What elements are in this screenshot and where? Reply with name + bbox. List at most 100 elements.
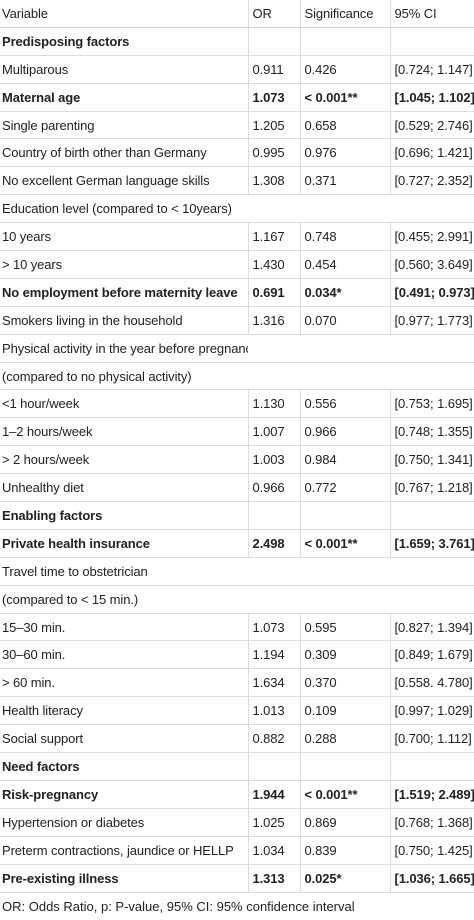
or-cell: 1.308: [247, 166, 300, 196]
variable-cell: 10 years: [0, 222, 248, 252]
ci-cell: [0.750; 1.341]: [389, 445, 474, 475]
significance-cell: 0.869: [299, 808, 390, 837]
or-cell: 0.911: [247, 55, 300, 84]
or-cell: [248, 362, 300, 391]
ci-cell: [0.558. 4.780]: [389, 668, 474, 698]
ci-cell: [390, 557, 474, 586]
ci-cell: [0.748; 1.355]: [389, 417, 474, 447]
table-footnote: OR: Odds Ratio, p: P-value, 95% CI: 95% …: [2, 898, 355, 914]
section-header-row: Enabling factors: [0, 501, 474, 530]
ci-cell: [0.767; 1.218]: [389, 473, 474, 503]
variable-cell: No employment before maternity leave: [0, 278, 248, 307]
ci-cell: [0.529; 2.746]: [389, 111, 474, 140]
table-row: Private health insurance 2.498 < 0.001** [1…: [0, 529, 474, 558]
table-row: Health literacy 1.013 0.109 [0.997; 1.029]: [0, 696, 474, 726]
variable-cell: 30–60 min.: [0, 640, 248, 670]
ci-cell: [390, 362, 474, 391]
significance-cell: 0.371: [299, 166, 390, 196]
table-row: Single parenting 1.205 0.658 [0.529; 2.746]: [0, 111, 474, 140]
or-cell: [248, 334, 300, 363]
significance-cell: 0.309: [299, 640, 390, 670]
header-variable: Variable: [0, 0, 248, 28]
table-row: 30–60 min. 1.194 0.309 [0.849; 1.679]: [0, 640, 474, 670]
variable-cell: Preterm contractions, jaundice or HELLP: [0, 836, 248, 865]
variable-cell: > 60 min.: [0, 668, 248, 698]
table-row: Unhealthy diet 0.966 0.772 [0.767; 1.218]: [0, 473, 474, 503]
ci-cell: [0.827; 1.394]: [389, 613, 474, 642]
variable-cell: Need factors: [0, 752, 248, 781]
subheading-row: Travel time to obstetrician: [0, 557, 474, 586]
or-cell: 1.167: [247, 222, 300, 252]
significance-cell: 0.772: [299, 473, 390, 503]
subheading-row: Physical activity in the year before pre…: [0, 334, 474, 363]
table-row: Maternal age 1.073 < 0.001** [1.045; 1.102]: [0, 83, 474, 112]
or-cell: 1.034: [247, 836, 300, 865]
table-row: 10 years 1.167 0.748 [0.455; 2.991]: [0, 222, 474, 252]
significance-cell: [300, 194, 390, 224]
ci-cell: [1.045; 1.102]: [389, 83, 474, 112]
or-cell: 1.073: [247, 83, 300, 112]
significance-cell: 0.070: [299, 306, 390, 335]
variable-cell: Health literacy: [0, 696, 248, 726]
ci-cell: [0.977; 1.773]: [389, 306, 474, 335]
variable-cell: Physical activity in the year before pre…: [0, 334, 248, 363]
ci-cell: [1.519; 2.489]: [389, 780, 474, 809]
table-row: Preterm contractions, jaundice or HELLP 1…: [0, 836, 474, 865]
table-body: Predisposing factors Multiparous 0.911 0.42…: [0, 27, 474, 893]
significance-cell: 0.454: [299, 250, 390, 279]
variable-cell: Country of birth other than Germany: [0, 138, 248, 168]
table-row: > 2 hours/week 1.003 0.984 [0.750; 1.341]: [0, 445, 474, 475]
or-cell: [247, 501, 300, 530]
significance-cell: 0.658: [299, 111, 390, 140]
variable-cell: Unhealthy diet: [0, 473, 248, 503]
variable-cell: Predisposing factors: [0, 27, 248, 56]
header-ci: 95% CI: [389, 0, 474, 28]
variable-cell: Travel time to obstetrician: [0, 557, 248, 586]
or-cell: 0.966: [247, 473, 300, 503]
ci-cell: [389, 501, 474, 530]
variable-cell: Enabling factors: [0, 501, 248, 530]
variable-cell: Multiparous: [0, 55, 248, 84]
ci-cell: [390, 194, 474, 224]
variable-cell: 1–2 hours/week: [0, 417, 248, 447]
variable-cell: <1 hour/week: [0, 389, 248, 419]
table-row: > 60 min. 1.634 0.370 [0.558. 4.780]: [0, 668, 474, 698]
significance-cell: 0.976: [299, 138, 390, 168]
section-header-row: Need factors: [0, 752, 474, 781]
significance-cell: < 0.001**: [299, 780, 390, 809]
significance-cell: 0.288: [299, 724, 390, 754]
or-cell: 1.007: [247, 417, 300, 447]
ci-cell: [0.750; 1.425]: [389, 836, 474, 865]
variable-cell: Risk-pregnancy: [0, 780, 248, 809]
or-cell: 1.194: [247, 640, 300, 670]
variable-cell: 15–30 min.: [0, 613, 248, 642]
table-row: <1 hour/week 1.130 0.556 [0.753; 1.695]: [0, 389, 474, 419]
ci-cell: [0.724; 1.147]: [389, 55, 474, 84]
significance-cell: 0.556: [299, 389, 390, 419]
significance-cell: 0.426: [299, 55, 390, 84]
significance-cell: 0.984: [299, 445, 390, 475]
or-cell: 0.995: [247, 138, 300, 168]
significance-cell: 0.034*: [299, 278, 390, 307]
variable-cell: Maternal age: [0, 83, 248, 112]
or-cell: 2.498: [247, 529, 300, 558]
variable-cell: Hypertension or diabetes: [0, 808, 248, 837]
or-cell: [248, 194, 300, 224]
or-cell: 1.634: [247, 668, 300, 698]
ci-cell: [1.036; 1.665]: [389, 864, 474, 893]
table-row: Smokers living in the household 1.316 0.07…: [0, 306, 474, 335]
ci-cell: [390, 585, 474, 614]
variable-cell: > 2 hours/week: [0, 445, 248, 475]
ci-cell: [0.491; 0.973]: [389, 278, 474, 307]
or-cell: 1.313: [247, 864, 300, 893]
variable-cell: Smokers living in the household: [0, 306, 248, 335]
variable-cell: No excellent German language skills: [0, 166, 248, 196]
subheading-row: (compared to < 15 min.): [0, 585, 474, 614]
header-or: OR: [247, 0, 300, 28]
significance-cell: [300, 585, 390, 614]
or-cell: 1.944: [247, 780, 300, 809]
or-cell: [247, 752, 300, 781]
significance-cell: 0.595: [299, 613, 390, 642]
significance-cell: [299, 752, 390, 781]
table-header-row: Variable OR Significance 95% CI: [0, 0, 474, 28]
